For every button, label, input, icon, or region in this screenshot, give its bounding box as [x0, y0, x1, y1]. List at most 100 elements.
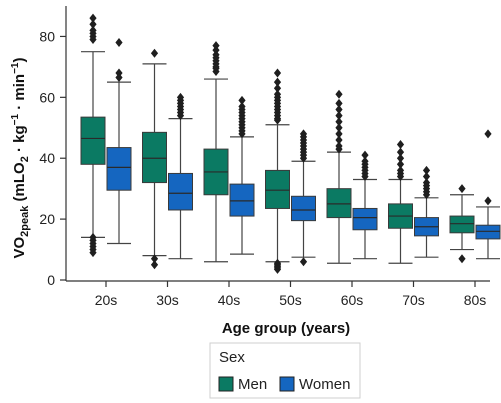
x-tick-label: 80s — [464, 292, 487, 308]
y-tick-label: 40 — [39, 150, 55, 166]
y-axis-label-main: VO — [11, 237, 28, 259]
y-ticks: 0 20 40 60 80 — [39, 28, 66, 288]
box-iqr — [168, 172, 193, 211]
box-iqr — [229, 183, 255, 217]
outlier-point — [176, 111, 185, 121]
outlier-point — [335, 105, 343, 115]
boxes — [80, 13, 501, 274]
x-tick-label: 50s — [279, 292, 302, 308]
outlier-point — [238, 95, 246, 105]
box-iqr — [106, 147, 132, 191]
y-axis-label-sub: 2peak — [19, 205, 31, 237]
outlier-point — [150, 260, 159, 270]
outlier-point — [335, 111, 343, 121]
outlier-point — [396, 140, 405, 150]
outlier-point — [150, 254, 159, 264]
y-axis-label-tail: · kg — [11, 125, 28, 156]
outlier-point — [273, 68, 282, 78]
y-tick-label: 80 — [39, 28, 55, 44]
outlier-point — [361, 171, 369, 181]
outlier-point — [212, 45, 220, 55]
legend-swatch-women — [279, 376, 295, 392]
box-iqr — [291, 195, 316, 222]
box-men-60s — [326, 89, 352, 264]
outlier-point — [335, 135, 343, 145]
y-tick-label: 0 — [47, 272, 55, 288]
box-women-40s — [229, 95, 255, 255]
box-men-40s — [203, 41, 229, 263]
box-men-50s — [265, 68, 290, 274]
box-men-20s — [80, 13, 106, 258]
x-tick-label: 60s — [341, 292, 364, 308]
outlier-point — [115, 73, 123, 83]
outlier-point — [273, 83, 282, 93]
outlier-point — [273, 115, 282, 125]
box-women-50s — [291, 129, 316, 267]
x-tick-label: 70s — [402, 292, 425, 308]
box-men-70s — [388, 140, 413, 264]
outlier-point — [396, 147, 405, 157]
box-men-80s — [449, 184, 475, 264]
box-women-20s — [106, 38, 132, 245]
outlier-point — [484, 196, 492, 206]
outlier-point — [396, 159, 405, 169]
outlier-point — [335, 117, 343, 127]
legend-swatch-men — [218, 376, 234, 392]
outlier-point — [484, 129, 492, 139]
box-women-60s — [352, 150, 378, 260]
y-tick-label: 20 — [39, 211, 55, 227]
x-tick-label: 40s — [218, 292, 241, 308]
outlier-point — [89, 248, 97, 258]
legend-label-women: Women — [299, 376, 350, 393]
outlier-point — [273, 264, 282, 274]
outlier-point — [238, 129, 246, 139]
outlier-point — [115, 68, 123, 78]
box-iqr — [475, 224, 501, 240]
box-men-30s — [142, 48, 167, 270]
y-axis-label-rest: (mLO — [11, 162, 28, 206]
outlier-point — [273, 77, 282, 87]
outlier-point — [335, 89, 343, 99]
y-axis-label-sup2: −1 — [10, 62, 21, 74]
box-iqr — [326, 188, 352, 219]
outlier-point — [115, 38, 123, 48]
box-iqr — [352, 207, 378, 231]
x-tick-label: 20s — [95, 292, 118, 308]
box-women-70s — [414, 165, 439, 258]
x-ticks: 20s 30s 40s 50s 60s 70s 80s — [95, 281, 487, 308]
outlier-point — [335, 123, 343, 133]
legend: Sex Men Women — [209, 342, 361, 399]
outlier-point — [335, 98, 343, 108]
y-axis-label-sub2: 2 — [19, 156, 31, 162]
outlier-point — [299, 153, 308, 163]
outlier-point — [458, 254, 466, 264]
y-tick-label: 60 — [39, 89, 55, 105]
box-women-80s — [475, 129, 501, 260]
outlier-point — [89, 34, 97, 44]
box-women-30s — [168, 92, 193, 260]
y-axis-label-sup1: −1 — [10, 113, 21, 125]
outlier-point — [335, 129, 343, 139]
legend-title: Sex — [219, 349, 245, 366]
outlier-point — [422, 171, 431, 181]
y-axis-label: VO2peak (mLO2 · kg−1 · min−1) — [10, 57, 31, 258]
legend-label-men: Men — [238, 376, 267, 393]
outlier-point — [150, 48, 159, 58]
outlier-point — [422, 190, 431, 200]
outlier-point — [458, 184, 466, 194]
outlier-point — [422, 165, 431, 175]
outlier-point — [89, 13, 97, 23]
outlier-point — [335, 144, 343, 154]
outlier-point — [212, 66, 220, 76]
y-axis-label-mid: · min — [11, 74, 28, 114]
outlier-point — [396, 171, 405, 181]
outlier-point — [299, 257, 308, 267]
box-iqr — [80, 116, 106, 165]
box-iqr — [142, 131, 167, 184]
y-axis-label-close: ) — [11, 57, 28, 62]
box-iqr — [449, 215, 475, 234]
x-tick-label: 30s — [156, 292, 179, 308]
outlier-point — [396, 153, 405, 163]
outlier-point — [361, 150, 369, 160]
